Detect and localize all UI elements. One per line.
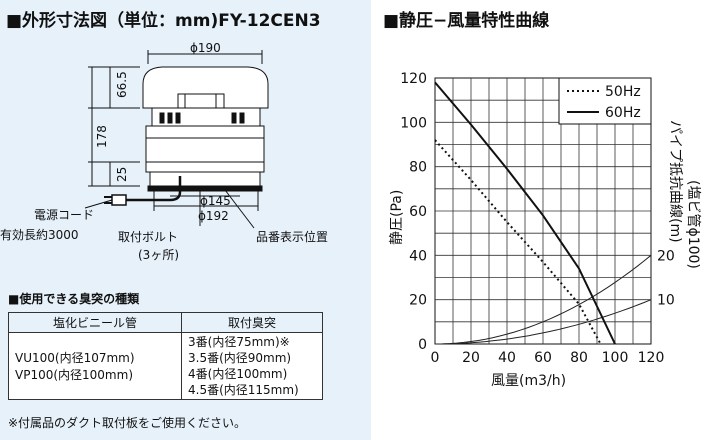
- fan-cap: [142, 66, 269, 109]
- x-tick-label: 0: [431, 350, 440, 366]
- pipe-item: VU100(内径107mm): [15, 351, 135, 365]
- resistance-curve-label: 10: [657, 293, 675, 309]
- x-tick-labels: 0 20 40 60 80 100 120: [431, 350, 665, 366]
- table-header-chimney: 取付臭突: [181, 312, 323, 333]
- resistance-curve-10: [435, 299, 652, 345]
- legend-label-60hz: 60Hz: [605, 105, 641, 121]
- chimney-item: 3番(内径75mm)※: [188, 335, 290, 349]
- y-axis-label: 静圧(Pa): [389, 190, 405, 245]
- x-tick-label: 100: [602, 350, 629, 366]
- right-axis-sublabel: (塩ビ管ϕ100): [685, 180, 701, 269]
- x-tick-label: 20: [462, 350, 480, 366]
- dimension-drawing-title: ■外形寸法図（単位：mm)FY-12CEN3: [6, 11, 321, 31]
- mount-bolt-label: 取付ボルト: [118, 230, 179, 244]
- y-tick-label: 0: [418, 337, 427, 353]
- y-tick-label: 40: [409, 248, 427, 264]
- chimney-table-heading: ■使用できる臭突の種類: [8, 292, 140, 306]
- plug: [111, 194, 127, 206]
- pipe-joint: [149, 171, 261, 187]
- x-tick-label: 80: [570, 350, 588, 366]
- dim-pipe-diameter: ϕ145: [200, 194, 231, 208]
- y-tick-label: 60: [409, 204, 427, 220]
- effective-length-label: 有効長約3000: [0, 228, 79, 242]
- x-tick-label: 60: [534, 350, 552, 366]
- chimney-cell: 3番(内径75mm)※ 3.5番(内径90mm) 4番(内径100mm) 4.5…: [181, 332, 323, 400]
- motor-body: [145, 125, 265, 163]
- bolt-count-label: (3ヶ所): [138, 248, 179, 262]
- dim-top-width: ϕ190: [190, 41, 221, 55]
- chart-legend: 50Hz 60Hz: [558, 77, 652, 125]
- x-axis-label: 風量(m3/h): [491, 373, 566, 389]
- series-line-50Hz: [434, 139, 602, 345]
- series-line-60Hz: [434, 81, 616, 345]
- legend-label-50hz: 50Hz: [605, 84, 641, 100]
- dim-height-total: 178: [95, 125, 109, 148]
- chimney-table: 塩化ビニール管 取付臭突 VU100(内径107mm) VP100(内径100m…: [8, 312, 323, 400]
- dim-height-bottom: 25: [115, 167, 129, 182]
- power-cord: [124, 176, 182, 202]
- table-note: ※付属品のダクト取付板をご使用ください。: [8, 416, 247, 430]
- right-axis-label: パイプ抵抗曲線(m): [667, 120, 683, 243]
- x-tick-label: 120: [638, 350, 665, 366]
- pipe-cell: VU100(内径107mm) VP100(内径100mm): [8, 332, 182, 400]
- resistance-curve-20: [434, 254, 652, 345]
- dim-height-top: 66.5: [115, 71, 129, 98]
- y-tick-label: 100: [400, 115, 427, 131]
- y-tick-label: 20: [409, 293, 427, 309]
- chimney-item: 4.5番(内径115mm): [188, 383, 299, 397]
- chart-title: ■静圧−風量特性曲線: [383, 11, 550, 31]
- base-ring: [145, 161, 265, 173]
- dim-base-diameter: ϕ192: [198, 209, 229, 223]
- y-tick-label: 120: [400, 71, 427, 87]
- dimension-drawing: ϕ190 178 66.5 25 ϕ145 ϕ192: [84, 41, 269, 229]
- y-tick-label: 80: [409, 160, 427, 176]
- chimney-item: 4番(内径100mm): [188, 367, 288, 381]
- y-tick-labels: 0 20 40 60 80 100 120: [400, 71, 427, 353]
- pipe-item: VP100(内径100mm): [15, 368, 133, 382]
- table-header-pipe: 塩化ビニール管: [8, 312, 182, 333]
- x-tick-label: 40: [498, 350, 516, 366]
- resistance-curve-label: 20: [657, 248, 675, 264]
- power-cord-label: 電源コード: [34, 208, 95, 222]
- chimney-item: 3.5番(内径90mm): [188, 351, 292, 365]
- vent-slats: [159, 112, 245, 124]
- part-number-position-label: 品番表示位置: [256, 230, 329, 244]
